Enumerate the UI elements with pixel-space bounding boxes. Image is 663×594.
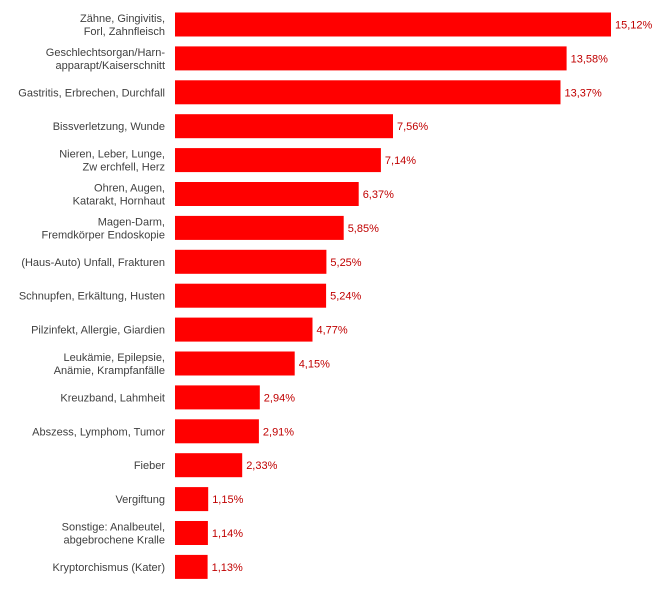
value-label-6: 5,85%	[348, 223, 379, 235]
bar-6	[175, 215, 344, 240]
value-label-0: 15,12%	[615, 20, 653, 32]
value-label-13: 2,33%	[246, 460, 277, 472]
value-label-14: 1,15%	[212, 494, 243, 506]
bar-4	[175, 148, 381, 173]
value-label-9: 4,77%	[317, 325, 348, 337]
bar-10	[175, 351, 295, 376]
category-label-9: Pilzinfekt, Allergie, Giardien	[31, 325, 165, 337]
category-label-15-line-0: Sonstige: Analbeutel,	[62, 522, 165, 534]
bar-13	[175, 453, 243, 478]
category-label-6-line-1: Fremdkörper Endoskopie	[41, 229, 165, 241]
category-label-0-line-1: Forl, Zahnfleisch	[84, 26, 165, 38]
value-label-5: 6,37%	[363, 189, 394, 201]
category-label-2: Gastritis, Erbrechen, Durchfall	[18, 87, 165, 99]
bar-12	[175, 419, 259, 444]
category-label-4-line-0: Nieren, Leber, Lunge,	[59, 149, 165, 161]
category-label-11: Kreuzband, Lahmheit	[60, 392, 165, 404]
value-label-4: 7,14%	[385, 155, 416, 167]
value-label-8: 5,24%	[330, 291, 361, 303]
bar-9	[175, 317, 313, 342]
category-label-3: Bissverletzung, Wunde	[53, 121, 165, 133]
bar-11	[175, 385, 260, 410]
category-label-1-line-0: Geschlechtsorgan/Harn-	[46, 47, 166, 59]
value-label-16: 1,13%	[212, 562, 243, 574]
bar-7	[175, 249, 327, 274]
category-label-8: Schnupfen, Erkältung, Husten	[19, 291, 165, 303]
category-label-0-line-0: Zähne, Gingivitis,	[80, 13, 165, 25]
category-label-10-line-1: Anämie, Krampfanfälle	[54, 365, 165, 377]
category-label-14: Vergiftung	[115, 494, 165, 506]
bar-3	[175, 114, 393, 139]
bar-1	[175, 46, 567, 71]
category-label-12: Abszess, Lymphom, Tumor	[32, 426, 165, 438]
bar-2	[175, 80, 561, 105]
category-label-1-line-1: apparapt/Kaiserschnitt	[56, 60, 165, 72]
category-label-6-line-0: Magen-Darm,	[98, 216, 165, 228]
value-label-10: 4,15%	[299, 359, 330, 371]
bar-5	[175, 182, 359, 206]
category-label-16: Kryptorchismus (Kater)	[53, 562, 165, 574]
value-label-11: 2,94%	[264, 392, 295, 404]
category-label-4-line-1: Zw erchfell, Herz	[82, 162, 165, 174]
category-label-5-line-1: Katarakt, Hornhaut	[73, 196, 165, 208]
category-label-10-line-0: Leukämie, Epilepsie,	[63, 352, 165, 364]
value-label-7: 5,25%	[330, 257, 361, 269]
bar-15	[175, 521, 208, 545]
category-label-13: Fieber	[134, 460, 166, 472]
value-label-2: 13,37%	[565, 87, 603, 99]
value-label-12: 2,91%	[263, 426, 294, 438]
value-label-1: 13,58%	[571, 53, 609, 65]
bar-16	[175, 554, 208, 579]
value-label-15: 1,14%	[212, 528, 243, 540]
category-label-15-line-1: abgebrochene Kralle	[63, 535, 165, 547]
bar-0	[175, 12, 611, 37]
value-label-3: 7,56%	[397, 121, 428, 133]
category-label-5-line-0: Ohren, Augen,	[94, 183, 165, 195]
bar-8	[175, 283, 327, 308]
category-label-7: (Haus-Auto) Unfall, Frakturen	[21, 257, 165, 269]
bar-14	[175, 487, 209, 512]
